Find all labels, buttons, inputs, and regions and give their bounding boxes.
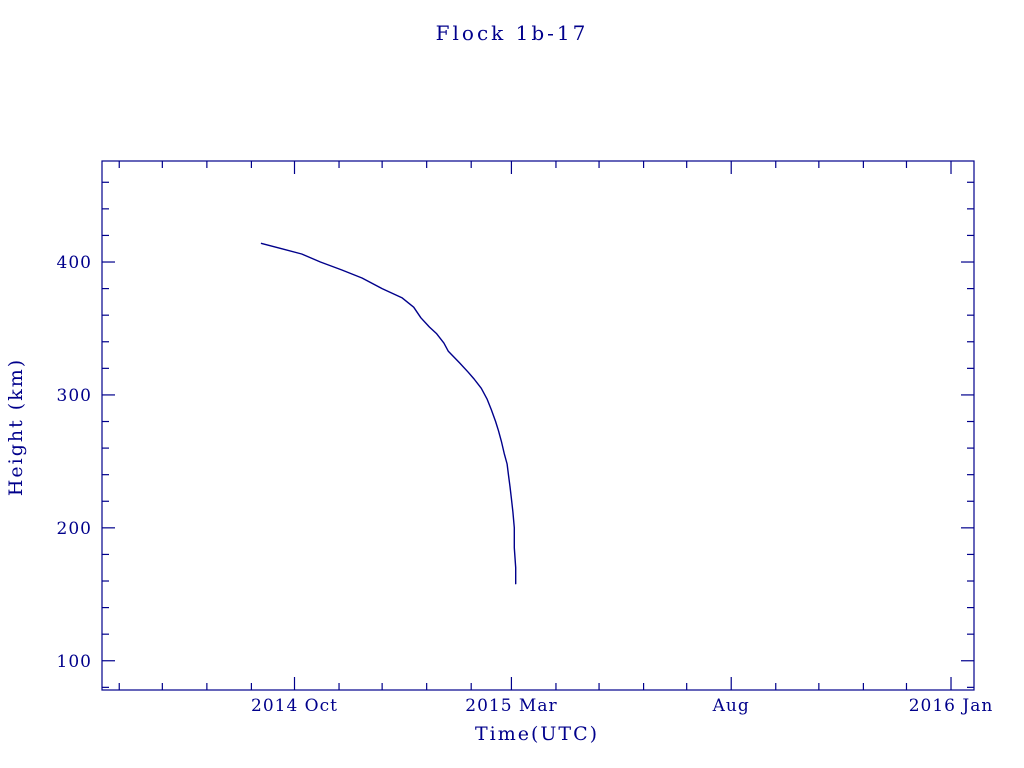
y-tick-label: 200 xyxy=(57,519,92,539)
x-tick-label: Aug xyxy=(712,696,750,716)
x-tick-label: 2015 Mar xyxy=(465,696,557,716)
height-decay-curve xyxy=(260,242,517,585)
y-axis-label: Height (km) xyxy=(5,358,27,496)
plot-box xyxy=(101,160,975,691)
x-axis-label: Time(UTC) xyxy=(475,723,599,745)
y-tick-label: 300 xyxy=(57,386,92,406)
y-tick-label: 400 xyxy=(57,253,92,273)
chart-title: Flock 1b-17 xyxy=(436,21,589,45)
y-tick-label: 100 xyxy=(57,652,92,672)
plot-area: 100 200 300 400 2014 Oct 2015 Mar Aug 2016 Jan xyxy=(57,160,994,716)
x-tick-label: 2016 Jan xyxy=(909,696,994,716)
x-tick-label: 2014 Oct xyxy=(251,696,338,716)
